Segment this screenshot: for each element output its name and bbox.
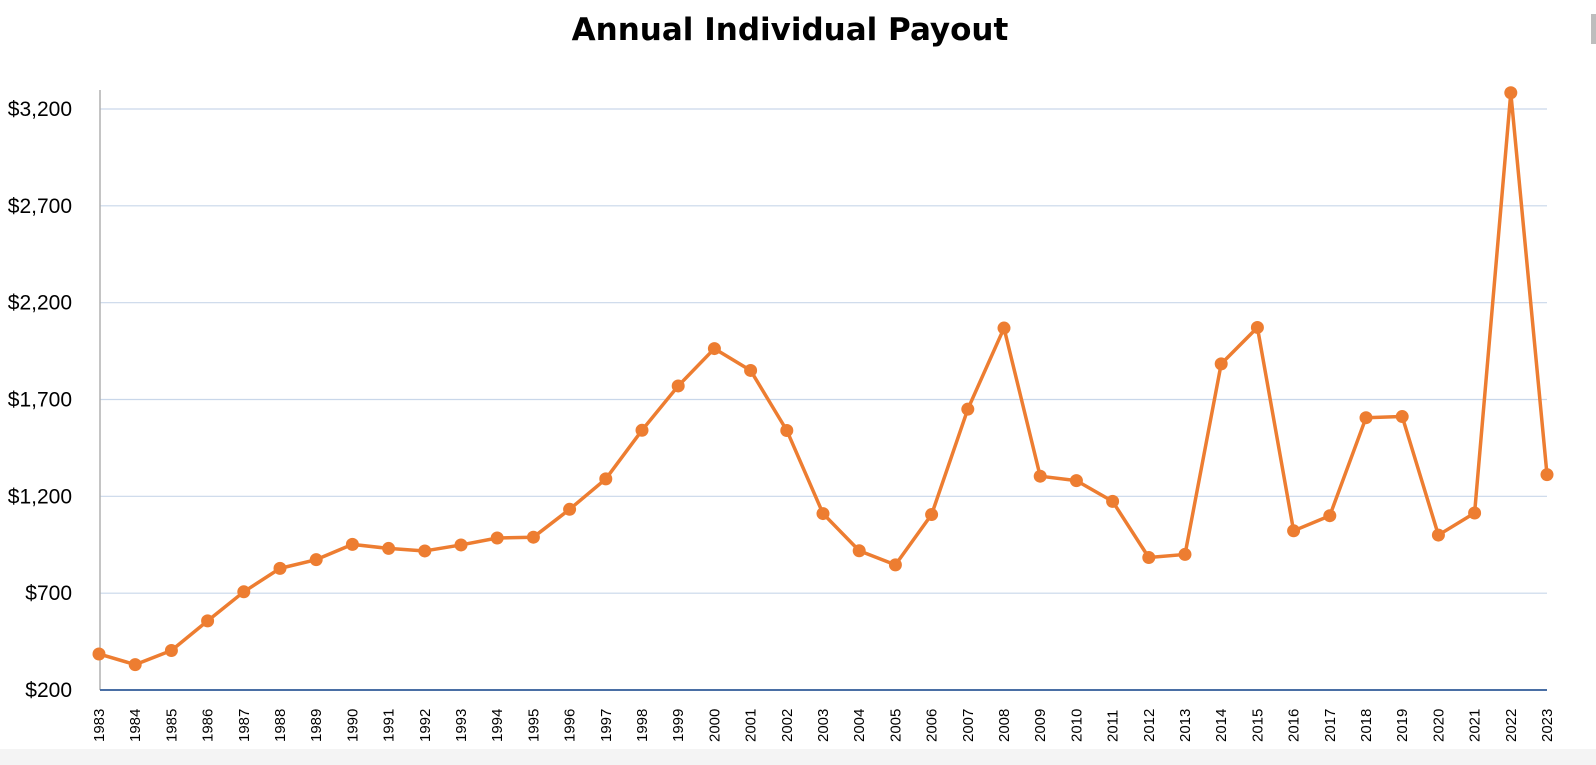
x-tick-label: 1984 (127, 709, 144, 742)
x-tick-label: 1987 (236, 709, 253, 742)
series-line (98, 90, 1549, 667)
data-point (1069, 474, 1083, 488)
data-point (92, 647, 106, 661)
x-tick-label: 1991 (381, 709, 398, 742)
x-tick-label: 2008 (996, 709, 1013, 742)
x-tick-label: 2009 (1032, 709, 1049, 742)
data-point (1540, 468, 1554, 482)
data-point (128, 658, 142, 672)
x-tick-label: 2002 (779, 709, 796, 742)
x-tick-label: 1989 (308, 709, 325, 742)
data-point (201, 614, 215, 628)
data-point (418, 544, 432, 558)
x-tick-label: 2019 (1394, 709, 1411, 742)
x-tick-label: 2017 (1322, 709, 1339, 742)
data-point (1504, 86, 1518, 100)
x-tick-label: 1995 (525, 709, 542, 742)
data-point (816, 507, 830, 521)
data-point (1359, 411, 1373, 425)
x-tick-label: 2010 (1068, 709, 1085, 742)
data-point (1395, 410, 1409, 424)
data-point (1250, 320, 1264, 334)
data-point (164, 643, 178, 657)
x-tick-label: 1993 (453, 709, 470, 742)
y-tick-label: $3,200 (8, 98, 72, 121)
data-point (1106, 494, 1120, 508)
data-point (273, 561, 287, 575)
data-point (961, 402, 975, 416)
x-axis-tick-labels: 1983 1984 1985 1986 1987 1988 1989 1990 1991 1992… (91, 709, 1556, 742)
chart-title: Annual Individual Payout (571, 12, 1009, 48)
x-tick-label: 1996 (562, 709, 579, 742)
x-tick-label: 2005 (887, 709, 904, 742)
data-point (345, 537, 359, 551)
data-point (744, 363, 758, 377)
y-tick-label: $2,200 (8, 292, 72, 315)
data-point (635, 423, 649, 437)
data-point (888, 558, 902, 572)
x-tick-label: 2018 (1358, 709, 1375, 742)
data-point (454, 538, 468, 552)
y-tick-label: $200 (25, 679, 72, 702)
x-tick-label: 1999 (670, 709, 687, 742)
x-tick-label: 1998 (634, 709, 651, 742)
y-tick-label: $1,200 (8, 485, 72, 508)
data-point (237, 585, 251, 599)
y-tick-label: $1,700 (8, 389, 72, 412)
data-point (1178, 547, 1192, 561)
x-tick-label: 1983 (91, 709, 108, 742)
data-point (1033, 469, 1047, 483)
data-point (1142, 551, 1156, 565)
data-point (490, 531, 504, 545)
x-tick-label: 2003 (815, 709, 832, 742)
x-tick-label: 2023 (1539, 709, 1556, 742)
scrollbar-thumb[interactable] (1591, 14, 1596, 44)
x-tick-label: 2013 (1177, 709, 1194, 742)
x-tick-label: 2020 (1430, 709, 1447, 742)
axes (99, 90, 1547, 691)
y-tick-label: $2,700 (8, 195, 72, 218)
x-tick-label: 2000 (706, 709, 723, 742)
x-tick-label: 1997 (598, 709, 615, 742)
data-point (309, 553, 323, 567)
y-axis-tick-labels: $200 $700 $1,200 $1,700 $2,200 $2,700 $3,200 (8, 98, 72, 702)
x-tick-label: 2015 (1249, 709, 1266, 742)
data-point (526, 530, 540, 544)
x-tick-label: 1992 (417, 709, 434, 742)
data-point (780, 423, 794, 437)
data-point (1287, 524, 1301, 538)
data-point (382, 541, 396, 555)
x-tick-label: 2016 (1286, 709, 1303, 742)
data-point (599, 472, 613, 486)
data-point (1214, 357, 1228, 371)
data-point (852, 544, 866, 558)
x-tick-label: 2022 (1503, 709, 1520, 742)
x-tick-label: 2007 (960, 709, 977, 742)
data-point (671, 379, 685, 393)
x-tick-label: 2004 (851, 709, 868, 742)
x-tick-label: 1988 (272, 709, 289, 742)
x-tick-label: 2001 (743, 709, 760, 742)
x-tick-label: 1990 (344, 709, 361, 742)
x-tick-label: 2021 (1467, 709, 1484, 742)
data-point (997, 321, 1011, 335)
bottom-strip (0, 749, 1596, 765)
x-tick-label: 1985 (163, 709, 180, 742)
x-tick-label: 2012 (1141, 709, 1158, 742)
x-tick-label: 2014 (1213, 709, 1230, 742)
gridlines (100, 108, 1547, 594)
y-tick-label: $700 (25, 582, 72, 605)
x-tick-label: 1986 (200, 709, 217, 742)
data-point (1323, 509, 1337, 523)
data-point (563, 502, 577, 516)
x-tick-label: 1994 (489, 709, 506, 742)
data-point (1468, 506, 1482, 520)
x-tick-label: 2011 (1105, 710, 1122, 742)
data-point (925, 508, 939, 522)
data-point (1431, 528, 1445, 542)
data-point (707, 342, 721, 356)
x-tick-label: 2006 (924, 709, 941, 742)
data-series (92, 86, 1554, 672)
